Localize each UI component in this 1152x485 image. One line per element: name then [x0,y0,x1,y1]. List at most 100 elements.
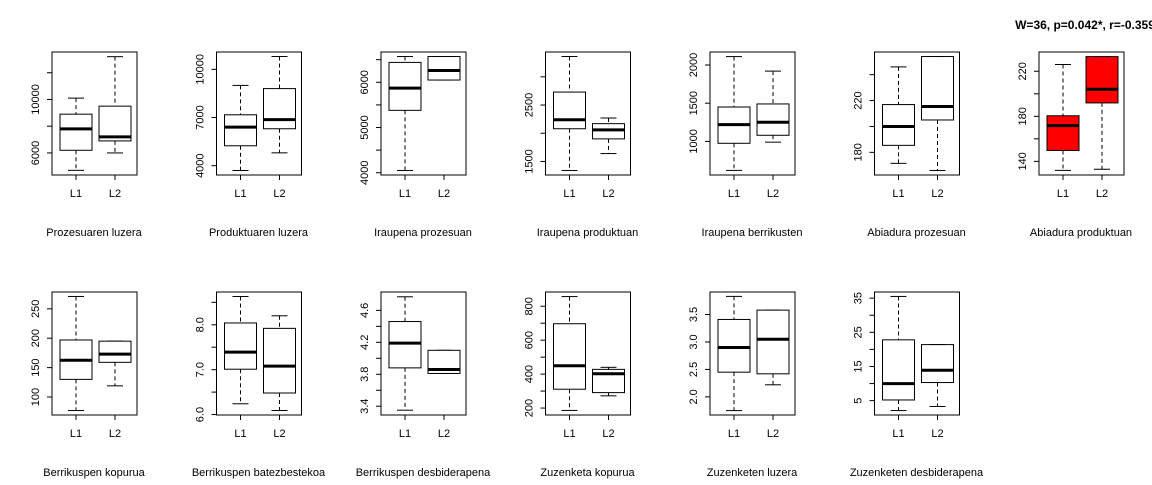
y-tick-label: 100 [30,388,42,406]
y-tick-label: 1000 [688,129,700,153]
y-tick-label: 220 [1017,62,1029,80]
x-tick-label: L1 [892,428,904,440]
x-axis-label: Iraupena prozesuan [374,227,472,239]
y-tick-label: 7.0 [195,362,207,377]
box-l2 [921,344,954,384]
y-tick-label: 1500 [524,149,536,173]
y-tick-label: 3.0 [688,334,700,349]
box-l1 [882,339,915,401]
y-tick-label: 180 [853,143,865,161]
y-tick-label: 3.8 [359,367,371,382]
x-tick-label: L1 [70,428,82,440]
box-l2 [427,56,461,81]
x-axis-label: Abiadura prozesuan [867,227,965,239]
y-tick-label: 220 [853,91,865,109]
box-l1 [553,91,586,130]
panel-1: L1 L2 6000 10000 Prozesuaren luzera [30,51,143,239]
x-axis-label: Berrikuspen kopurua [43,467,145,479]
x-tick-label: L2 [602,428,614,440]
box-l1 [1046,115,1080,151]
x-tick-label: L2 [767,188,779,200]
panel-4: L1 L2 1500 2500 Iraupena produktuan [524,51,639,239]
y-tick-label: 250 [30,300,42,318]
x-tick-label: L1 [563,428,575,440]
box-l1 [717,318,751,373]
y-tick-label: 140 [1017,152,1029,170]
x-tick-label: L2 [931,188,943,200]
x-tick-label: L1 [70,188,82,200]
box-l2 [98,105,132,142]
box-l1 [59,113,93,151]
x-axis-label: Iraupena berrikusten [702,227,803,239]
panel-2: L1 L2 4000 7000 10000 Produktuaren luzera [195,51,309,239]
x-axis-label: Berrikuspen batezbestekoa [192,467,326,479]
x-tick-label: L2 [602,188,614,200]
box-l1 [224,114,257,147]
y-tick-label: 15 [853,360,865,372]
x-axis-label: Prozesuaren luzera [46,227,142,239]
x-axis-label: Berrikuspen desbiderapena [356,467,491,479]
panel-8: L1 L2 100 150 200 250 Berrikuspen kopurua [30,291,146,479]
y-tick-label: 25 [853,326,865,338]
y-tick-label: 6000 [359,70,371,94]
x-tick-label: L1 [399,428,411,440]
y-tick-label: 10000 [195,54,207,85]
y-tick-label: 4000 [195,153,207,177]
y-tick-label: 2.0 [688,389,700,404]
panel-3: L1 L2 4000 5000 6000 Iraupena prozesuan [359,51,472,239]
x-axis-label: Iraupena produktuan [537,227,639,239]
x-tick-label: L2 [931,428,943,440]
x-tick-label: L1 [399,188,411,200]
y-tick-label: 4000 [359,160,371,184]
y-tick-label: 4.2 [359,335,371,350]
y-tick-label: 2.5 [688,362,700,377]
x-tick-label: L2 [273,428,285,440]
box-l1 [224,322,257,370]
x-tick-label: L1 [234,428,246,440]
box-l2 [263,327,296,394]
box-l2 [756,309,790,375]
x-tick-label: L2 [109,428,121,440]
box-l2 [756,103,790,136]
panel-6: L1 L2 180 220 Abiadura prozesuan [853,51,966,239]
x-tick-label: L2 [273,188,285,200]
y-tick-label: 3.5 [688,307,700,322]
box-l1 [388,61,422,111]
panel-11: L1 L2 200 400 600 800 Zuzenketa kopurua [524,291,635,479]
x-tick-label: L1 [234,188,246,200]
x-tick-label: L1 [1057,188,1069,200]
x-tick-label: L2 [767,428,779,440]
panel-9: L1 L2 6.0 7.0 8.0 Berrikuspen batezbestekoa [192,291,326,479]
panel-13: L1 L2 5 15 25 35 Zuzenketen desbiderapena [850,291,984,479]
y-tick-label: 1500 [688,91,700,115]
x-axis-label: Produktuaren luzera [209,227,309,239]
x-tick-label: L1 [728,428,740,440]
box-l1 [388,321,422,369]
y-tick-label: 5 [853,398,865,404]
box-l2 [263,88,296,130]
y-tick-label: 4.6 [359,303,371,318]
x-tick-label: L2 [438,188,450,200]
panel-12: L1 L2 2.0 2.5 3.0 3.5 Zuzenketen luzera [688,291,798,479]
y-tick-label: 180 [1017,107,1029,125]
y-tick-label: 7000 [195,105,207,129]
y-tick-label: 200 [524,399,536,417]
x-tick-label: L1 [563,188,575,200]
x-tick-label: L2 [109,188,121,200]
y-tick-label: 5000 [359,115,371,139]
box-l2 [427,349,461,374]
y-tick-label: 35 [853,292,865,304]
panel-7: L1 L2 140 180 220 Abiadura produktuan W=36, p=… [1015,18,1152,239]
y-tick-label: 600 [524,331,536,349]
y-tick-label: 2000 [688,53,700,77]
box-l2 [98,340,132,363]
y-tick-label: 800 [524,297,536,315]
x-tick-label: L2 [1096,188,1108,200]
box-l2 [1085,56,1119,104]
y-tick-label: 2500 [524,93,536,117]
box-l2 [921,56,954,121]
y-tick-label: 200 [30,329,42,347]
x-tick-label: L2 [438,428,450,440]
y-tick-label: 3.4 [359,399,371,414]
